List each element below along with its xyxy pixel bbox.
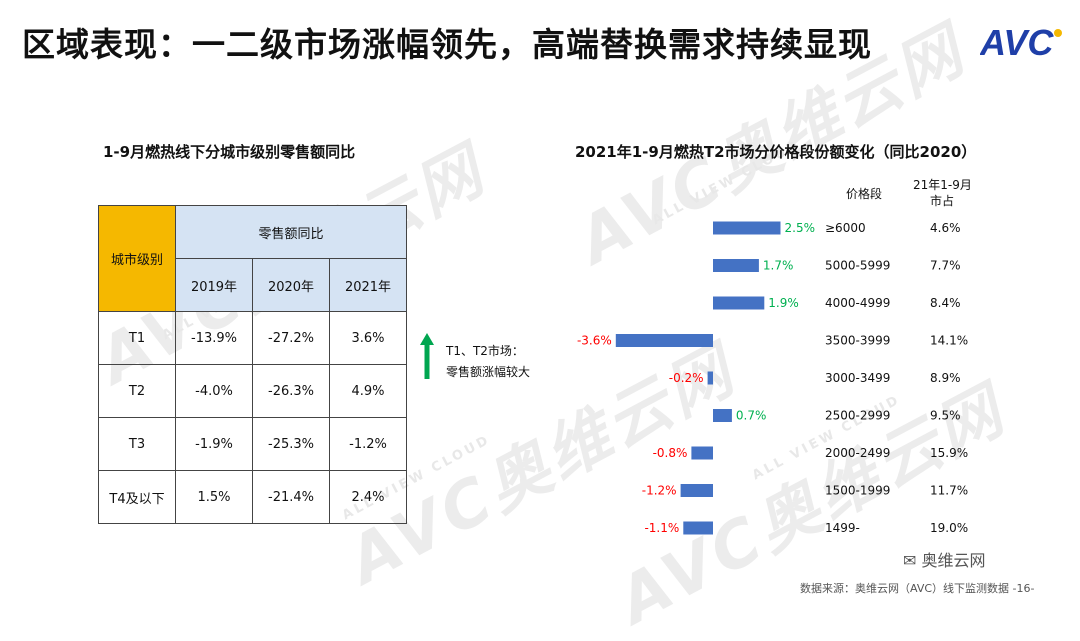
bar [707, 371, 713, 385]
note-line-2: 零售额涨幅较大 [446, 365, 531, 379]
price-segment-share-chart: 2.5% ≥6000 4.6% 1.7% 5000-5999 7.7% 1.9% 4000-4… [577, 221, 968, 535]
right-chart-title: 2021年1-9月燃热T2市场分价格段份额变化（同比2020） [575, 143, 977, 161]
value-cell: -1.2% [329, 417, 407, 471]
data-label: -0.8% [653, 446, 688, 460]
data-source: 数据来源：奥维云网（AVC）线下监测数据 -16- [800, 582, 1035, 595]
value-cell: -21.4% [252, 470, 330, 524]
bar [713, 409, 732, 422]
category-label: ≥6000 [825, 221, 866, 235]
svg-text:AVC: AVC [980, 22, 1054, 62]
value-cell: 3.6% [329, 311, 407, 365]
price-column-header: 价格段 [846, 187, 883, 201]
share-label: 19.0% [930, 521, 968, 535]
share-label: 4.6% [930, 221, 961, 235]
category-label: 3000-3499 [825, 371, 890, 385]
wechat-account: ✉ 奥维云网 [903, 547, 986, 571]
year-header: 2021年 [329, 258, 407, 312]
data-label: -3.6% [577, 334, 612, 348]
bar [680, 484, 713, 497]
table-row: T2 -4.0% -26.3% 4.9% [98, 364, 407, 418]
share-label: 8.4% [930, 296, 961, 310]
bar [683, 521, 713, 535]
category-label: 2500-2999 [825, 409, 890, 423]
category-label: 2000-2499 [825, 446, 890, 460]
table-row: T1 -13.9% -27.2% 3.6% [98, 311, 407, 365]
city-cell: T2 [98, 364, 176, 418]
up-arrow-icon [420, 333, 434, 379]
share-label: 9.5% [930, 409, 961, 423]
city-level-header: 城市级别 [98, 205, 176, 312]
value-cell: 1.5% [175, 470, 253, 524]
value-cell: 2.4% [329, 470, 407, 524]
table-row: T3 -1.9% -25.3% -1.2% [98, 417, 407, 471]
value-cell: -26.3% [252, 364, 330, 418]
category-label: 1499- [825, 521, 860, 535]
data-label: -1.2% [642, 484, 677, 498]
bar [691, 446, 713, 460]
share-label: 15.9% [930, 446, 968, 460]
share-column-header: 21年1-9月 [913, 178, 972, 192]
share-label: 14.1% [930, 334, 968, 348]
value-cell: -13.9% [175, 311, 253, 365]
year-header: 2020年 [252, 258, 330, 312]
wechat-icon: ✉ [903, 551, 917, 570]
city-level-table: 城市级别 零售额同比 2019年 2020年 2021年 T1 -13.9% -… [98, 205, 407, 524]
value-cell: -4.0% [175, 364, 253, 418]
value-cell: -1.9% [175, 417, 253, 471]
share-label: 7.7% [930, 259, 961, 273]
share-label: 11.7% [930, 484, 968, 498]
bar [713, 296, 765, 310]
value-cell: -27.2% [252, 311, 330, 365]
retail-yoy-header: 零售额同比 [175, 205, 407, 259]
category-label: 4000-4999 [825, 296, 890, 310]
category-label: 1500-1999 [825, 484, 890, 498]
value-cell: -25.3% [252, 417, 330, 471]
year-header: 2019年 [175, 258, 253, 312]
data-label: 0.7% [736, 409, 767, 423]
bar [713, 221, 781, 235]
data-label: -0.2% [669, 371, 704, 385]
left-chart-title: 1-9月燃热线下分城市级别零售额同比 [103, 143, 356, 161]
bar [615, 334, 713, 347]
note-line-1: T1、T2市场： [446, 344, 524, 358]
share-label: 8.9% [930, 371, 961, 385]
share-column-header: 市占 [930, 194, 955, 208]
page-title: 区域表现：一二级市场涨幅领先，高端替换需求持续显现 [22, 25, 872, 64]
data-label: 2.5% [785, 221, 816, 235]
bar [713, 259, 759, 272]
wechat-name: 奥维云网 [921, 551, 986, 570]
data-label: 1.7% [763, 259, 794, 273]
avc-logo: AVC [980, 22, 1062, 62]
city-cell: T1 [98, 311, 176, 365]
data-label: 1.9% [768, 296, 799, 310]
category-label: 5000-5999 [825, 259, 890, 273]
data-label: -1.1% [644, 521, 679, 535]
city-cell: T4及以下 [98, 470, 176, 524]
table-row: T4及以下 1.5% -21.4% 2.4% [98, 470, 407, 524]
category-label: 3500-3999 [825, 334, 890, 348]
value-cell: 4.9% [329, 364, 407, 418]
city-cell: T3 [98, 417, 176, 471]
